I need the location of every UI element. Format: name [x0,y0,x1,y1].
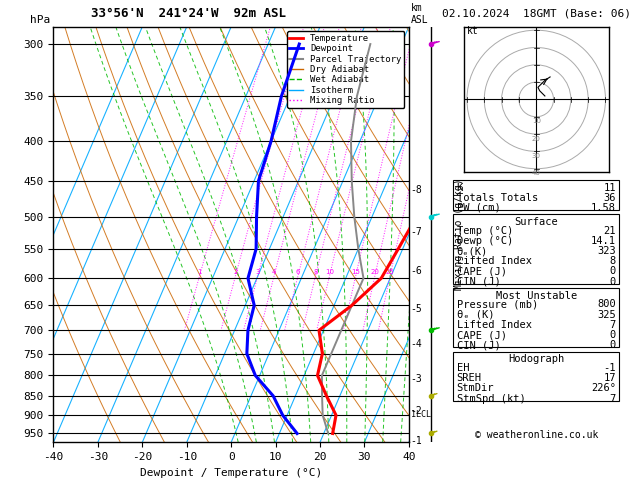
Text: Temp (°C): Temp (°C) [457,226,513,236]
Text: Totals Totals: Totals Totals [457,193,538,203]
Text: StmDir: StmDir [457,383,494,393]
Text: 15: 15 [352,269,360,276]
Text: 3: 3 [255,269,260,276]
Text: 0: 0 [610,330,616,340]
Text: K: K [457,183,463,192]
Text: 325: 325 [597,310,616,320]
Text: Hodograph: Hodograph [508,354,564,364]
Text: 8: 8 [610,256,616,266]
X-axis label: Dewpoint / Temperature (°C): Dewpoint / Temperature (°C) [140,468,322,478]
Text: 1LCL: 1LCL [411,410,431,419]
Text: 4: 4 [272,269,276,276]
Text: 20: 20 [370,269,379,276]
Text: -7: -7 [411,227,423,237]
Text: CAPE (J): CAPE (J) [457,330,506,340]
Text: Lifted Index: Lifted Index [457,320,532,330]
Text: 7: 7 [610,394,616,403]
Text: θₑ (K): θₑ (K) [457,310,494,320]
Text: 323: 323 [597,246,616,256]
Text: -4: -4 [411,340,423,349]
Text: SREH: SREH [457,373,482,383]
Bar [453,214,619,284]
Text: 7: 7 [610,320,616,330]
Text: 20: 20 [532,136,541,142]
Text: 8: 8 [313,269,318,276]
Text: 33°56'N  241°24'W  92m ASL: 33°56'N 241°24'W 92m ASL [91,7,286,20]
Text: PW (cm): PW (cm) [457,203,501,213]
Text: 30: 30 [532,153,541,159]
Bar [453,180,619,210]
Text: 14.1: 14.1 [591,236,616,246]
Text: 1.58: 1.58 [591,203,616,213]
Text: 0: 0 [610,266,616,277]
Text: -6: -6 [411,266,423,277]
Bar [453,288,619,347]
Text: 40: 40 [532,171,541,176]
Bar [453,352,619,400]
Text: 1: 1 [198,269,202,276]
Text: -8: -8 [411,185,423,195]
Text: CIN (J): CIN (J) [457,340,501,350]
Text: 25: 25 [386,269,394,276]
Text: Surface: Surface [515,217,558,227]
Text: 6: 6 [296,269,300,276]
Text: 0: 0 [610,340,616,350]
Text: 17: 17 [603,373,616,383]
Text: Lifted Index: Lifted Index [457,256,532,266]
Text: Dewp (°C): Dewp (°C) [457,236,513,246]
Text: hPa: hPa [30,15,50,25]
Text: -3: -3 [411,374,423,384]
Text: 2: 2 [233,269,238,276]
Legend: Temperature, Dewpoint, Parcel Trajectory, Dry Adiabat, Wet Adiabat, Isotherm, Mi: Temperature, Dewpoint, Parcel Trajectory… [287,31,404,108]
Text: 0: 0 [610,277,616,287]
Text: Most Unstable: Most Unstable [496,291,577,301]
Text: 21: 21 [603,226,616,236]
Text: CAPE (J): CAPE (J) [457,266,506,277]
Text: Pressure (mb): Pressure (mb) [457,299,538,310]
Text: 10: 10 [532,119,541,124]
Text: -1: -1 [411,435,423,446]
Text: -2: -2 [411,406,423,417]
Text: © weatheronline.co.uk: © weatheronline.co.uk [474,430,598,439]
Text: -1: -1 [603,363,616,373]
Text: StmSpd (kt): StmSpd (kt) [457,394,525,403]
Text: 226°: 226° [591,383,616,393]
Text: 800: 800 [597,299,616,310]
Text: 11: 11 [603,183,616,192]
Text: EH: EH [457,363,469,373]
Text: 36: 36 [603,193,616,203]
Text: 10: 10 [325,269,334,276]
Text: CIN (J): CIN (J) [457,277,501,287]
Text: kt: kt [467,26,479,35]
Text: 02.10.2024  18GMT (Base: 06): 02.10.2024 18GMT (Base: 06) [442,8,629,18]
Text: Mixing Ratio (g/kg): Mixing Ratio (g/kg) [454,179,464,290]
Text: -5: -5 [411,304,423,314]
Text: θₑ(K): θₑ(K) [457,246,488,256]
Text: km
ASL: km ASL [411,3,428,25]
